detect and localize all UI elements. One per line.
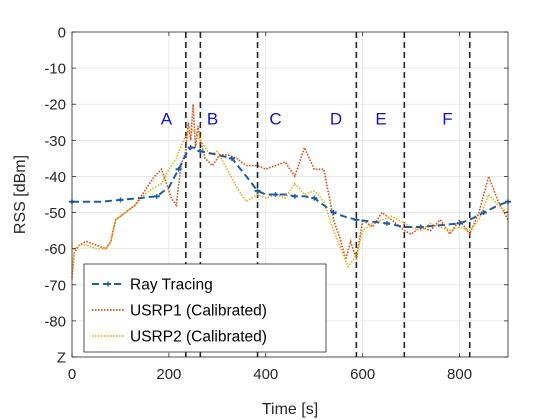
y-tick-label: -30 bbox=[44, 133, 66, 150]
region-label: F bbox=[442, 110, 452, 129]
x-tick-label: 800 bbox=[447, 366, 472, 383]
y-tick-labels: Z -80 -70 -60 -50 -40 -30 -20 -10 0 bbox=[44, 25, 66, 367]
legend-box bbox=[83, 263, 327, 353]
legend-entry: Ray Tracing bbox=[92, 277, 213, 294]
region-labels: A B C D E F bbox=[161, 110, 453, 129]
y-tick-label: -10 bbox=[44, 61, 66, 78]
ticks bbox=[71, 31, 508, 358]
legend: Ray Tracing USRP1 (Calibrated) USRP2 (Cali… bbox=[83, 263, 327, 353]
region-label: D bbox=[330, 110, 342, 129]
series-line-1 bbox=[71, 104, 509, 278]
region-label: C bbox=[269, 110, 281, 129]
series-layer bbox=[69, 104, 511, 278]
y-tick-label: -60 bbox=[44, 241, 66, 258]
y-axis-label: RSS [dBm] bbox=[12, 155, 29, 234]
legend-entry: USRP1 (Calibrated) bbox=[92, 303, 267, 320]
region-label: A bbox=[161, 110, 173, 129]
region-label: E bbox=[375, 110, 386, 129]
series-2 bbox=[71, 128, 509, 274]
y-tick-label: Z bbox=[57, 350, 66, 367]
y-tick-label: -40 bbox=[44, 169, 66, 186]
x-tick-label: 400 bbox=[253, 366, 278, 383]
y-tick-label: 0 bbox=[58, 25, 66, 42]
plot-frame bbox=[71, 31, 509, 358]
y-tick-label: -80 bbox=[44, 313, 66, 330]
series-line-2 bbox=[71, 128, 509, 274]
legend-label: USRP1 (Calibrated) bbox=[130, 303, 267, 320]
x-tick-label: 0 bbox=[68, 366, 76, 383]
x-tick-label: 200 bbox=[156, 366, 181, 383]
series-0 bbox=[69, 145, 511, 230]
x-tick-labels: 0 200 400 600 800 bbox=[68, 366, 472, 383]
legend-label: USRP2 (Calibrated) bbox=[130, 329, 267, 346]
series-line-ray-tracing bbox=[72, 146, 509, 228]
series-1 bbox=[71, 104, 509, 278]
y-tick-label: -50 bbox=[44, 205, 66, 222]
y-tick-label: -20 bbox=[44, 97, 66, 114]
legend-label: Ray Tracing bbox=[130, 277, 213, 294]
x-tick-label: 600 bbox=[350, 366, 375, 383]
region-label: B bbox=[207, 110, 218, 129]
legend-entry: USRP2 (Calibrated) bbox=[92, 329, 267, 346]
x-axis-label: Time [s] bbox=[262, 401, 318, 418]
y-tick-label: -70 bbox=[44, 277, 66, 294]
